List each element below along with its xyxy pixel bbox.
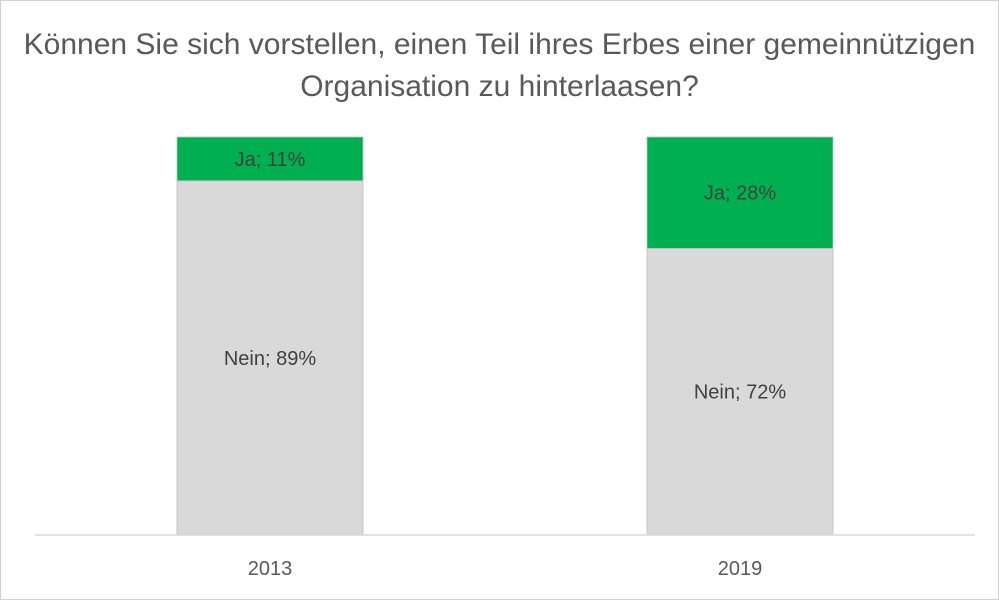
labels-group: Nein; 89% Ja; 11% 2013 Nein; 72% Ja; 28% 2019 xyxy=(224,149,786,580)
bar-segment-ja-2019 xyxy=(646,136,834,249)
category-label-2013: 2013 xyxy=(248,558,293,580)
data-label-nein-2013: Nein; 89% xyxy=(224,348,316,370)
data-label-ja-2019: Ja; 28% xyxy=(704,183,776,205)
bar-segment-ja-2013 xyxy=(176,136,364,182)
bar-segment-nein-2013 xyxy=(176,180,364,536)
bars-group xyxy=(176,136,834,536)
data-label-ja-2013: Ja; 11% xyxy=(235,149,306,171)
chart-title: Können Sie sich vorstellen, einen Teil i… xyxy=(23,28,976,103)
category-label-2019: 2019 xyxy=(718,558,763,580)
data-label-nein-2019: Nein; 72% xyxy=(694,382,786,404)
